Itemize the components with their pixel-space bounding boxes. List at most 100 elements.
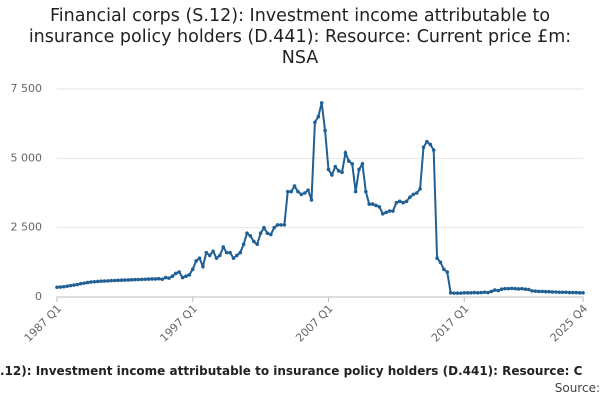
point — [526, 287, 531, 292]
source: Source: — [554, 381, 600, 395]
point — [360, 162, 365, 166]
point — [153, 277, 158, 281]
point — [238, 250, 243, 255]
point — [95, 279, 100, 284]
chart-title: Financial corps (S.12): Investment incom… — [28, 6, 572, 68]
point — [397, 199, 402, 204]
point — [476, 291, 480, 295]
point — [347, 159, 351, 163]
point — [377, 205, 382, 209]
point — [374, 203, 378, 208]
point — [560, 290, 565, 295]
point — [550, 290, 555, 294]
point — [537, 289, 541, 294]
point — [89, 280, 93, 284]
point — [180, 275, 185, 280]
point — [58, 285, 63, 289]
point — [448, 291, 453, 295]
point — [75, 282, 80, 287]
footer: .12): Investment income attributable to … — [0, 364, 583, 378]
point — [228, 250, 232, 255]
point — [547, 289, 551, 294]
point — [482, 290, 487, 295]
point — [459, 291, 463, 295]
point — [343, 150, 348, 155]
point — [194, 259, 198, 263]
point — [150, 277, 154, 281]
point — [190, 267, 195, 272]
point — [319, 101, 324, 105]
point — [333, 164, 338, 169]
point — [255, 242, 260, 247]
point — [435, 256, 439, 260]
point — [99, 279, 103, 283]
x-tick-label: 1997 Q1 — [157, 302, 200, 345]
point — [72, 283, 76, 287]
point — [218, 253, 222, 258]
point — [574, 290, 579, 295]
point — [143, 277, 148, 282]
series-line — [56, 102, 583, 295]
y-tick-label: 2 500 — [11, 221, 43, 234]
point — [136, 277, 141, 282]
point — [557, 290, 562, 295]
point — [248, 234, 253, 238]
point — [268, 232, 273, 237]
point — [133, 277, 137, 282]
x-tick-label: 2017 Q1 — [429, 302, 472, 345]
point — [116, 278, 120, 283]
point — [384, 210, 388, 215]
point — [577, 291, 582, 295]
point — [571, 290, 575, 295]
point — [496, 288, 500, 293]
point — [567, 290, 572, 295]
point — [350, 162, 355, 166]
point — [289, 189, 293, 194]
point — [306, 188, 310, 193]
point — [340, 170, 344, 174]
point — [296, 189, 300, 194]
point — [265, 231, 270, 236]
point — [492, 288, 497, 292]
point — [299, 192, 304, 197]
y-tick-label: 7 500 — [11, 82, 43, 95]
point — [272, 225, 276, 230]
point — [581, 291, 585, 295]
point — [323, 128, 327, 133]
point — [499, 287, 504, 292]
point — [391, 209, 395, 213]
point — [55, 285, 59, 290]
point — [241, 242, 246, 247]
y-tick-label: 5 000 — [11, 151, 43, 164]
point — [197, 256, 202, 260]
point — [380, 212, 385, 216]
point — [394, 200, 399, 205]
point — [428, 142, 433, 147]
point — [170, 274, 175, 279]
point — [129, 278, 134, 282]
point — [353, 189, 358, 194]
point — [336, 169, 341, 173]
point — [279, 223, 283, 227]
point — [540, 289, 545, 294]
x-tick-label: 2025 Q4 — [548, 302, 591, 345]
point — [102, 279, 107, 283]
point — [207, 253, 212, 258]
point — [106, 279, 110, 283]
point — [68, 283, 73, 288]
point — [513, 286, 517, 291]
point — [506, 286, 511, 291]
point — [235, 253, 239, 258]
point — [173, 271, 178, 276]
point — [404, 199, 409, 204]
point — [455, 291, 460, 295]
point — [282, 223, 287, 227]
point — [177, 270, 181, 274]
point — [442, 267, 446, 272]
point — [364, 189, 368, 194]
point — [418, 187, 422, 191]
point — [157, 276, 161, 281]
point — [146, 277, 151, 281]
